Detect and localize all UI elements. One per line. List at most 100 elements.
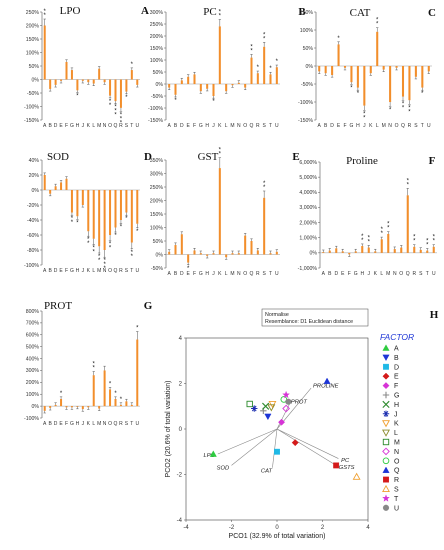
pc-bar-T <box>269 74 272 84</box>
cat-bar-J <box>363 66 366 106</box>
cat-bar-T <box>421 66 424 88</box>
proline-significance-U: * <box>433 239 436 245</box>
proline-bar-D <box>335 248 338 253</box>
proline-bar-L <box>380 239 383 253</box>
cat-x-label-O: O <box>395 123 399 129</box>
pco-x-tick-label: 4 <box>366 525 370 531</box>
pco-vector-pc <box>276 428 339 459</box>
sod-significance-M: * <box>98 258 101 264</box>
sod-x-label-H: H <box>76 268 80 274</box>
gst-bar-E <box>187 254 190 263</box>
proline-significance-H: * <box>361 234 364 240</box>
pc-bar-L <box>225 84 228 92</box>
sod-significance-M: * <box>98 254 101 260</box>
lpo-y-tick-label: 0% <box>32 77 40 83</box>
proline-y-tick-label: 3,000% <box>299 205 317 211</box>
pco-info-line: Resemblance: D1 Euclidean distance <box>265 319 353 325</box>
cat-bar-K <box>369 66 372 74</box>
lpo-x-label-F: F <box>65 123 68 129</box>
proline-bar-R <box>413 246 416 253</box>
proline-x-label-D: D <box>334 271 338 277</box>
pc-panel: -150% -100% -50% 0% 50% 100% 150% 200% 250% 300% A… <box>148 6 306 129</box>
proline-x-label-M: M <box>386 271 390 277</box>
proline-significance-Q: * <box>407 182 410 188</box>
pc-bar-H <box>206 84 209 89</box>
pco-vector-cat <box>272 428 278 468</box>
pco-point-L <box>267 404 276 412</box>
cat-panel: -150%-100%-50%0%50%100%150%A B D*E F*G*H**J… <box>298 7 436 129</box>
proline-x-label-J: J <box>368 271 371 277</box>
gst-x-label-R: R <box>256 271 260 277</box>
prot-panel-label: G <box>144 300 153 312</box>
lpo-significance-H: * <box>76 93 79 99</box>
gst-bar-H <box>206 254 209 256</box>
lpo-x-label-O: O <box>108 123 112 129</box>
prot-x-label-O: O <box>108 421 112 427</box>
proline-x-label-F: F <box>348 271 351 277</box>
gst-bar-S <box>263 197 266 255</box>
sod-x-label-N: N <box>103 268 107 274</box>
lpo-bar-K <box>87 79 90 83</box>
sod-y-tick-label: -40% <box>27 218 39 224</box>
prot-y-tick-label: 0% <box>32 404 40 410</box>
lpo-x-label-T: T <box>130 123 133 129</box>
pc-significance-T: * <box>269 66 272 72</box>
lpo-bar-N <box>103 79 106 83</box>
cat-y-tick-label: 0% <box>306 64 314 70</box>
pco-point-M <box>246 400 253 408</box>
cat-x-label-N: N <box>388 123 392 129</box>
proline-bar-N <box>393 249 396 253</box>
proline-bar-K <box>374 251 377 253</box>
proline-x-label-U: U <box>432 271 436 277</box>
prot-x-label-H: H <box>76 421 80 427</box>
proline-bar-S <box>419 249 422 253</box>
cat-y-tick-label: 150% <box>300 10 314 16</box>
lpo-significance-O: * <box>109 103 112 109</box>
pc-y-tick-label: 100% <box>150 58 164 64</box>
pco-legend-label-Q: Q <box>394 468 400 475</box>
pc-x-label-A: A <box>167 123 171 129</box>
gst-bar-D <box>180 234 183 255</box>
pco-legend-marker-H <box>382 400 390 408</box>
lpo-x-label-S: S <box>125 123 129 129</box>
pc-significance-K: * <box>219 9 222 15</box>
lpo-x-label-B: B <box>48 123 52 129</box>
lpo-significance-R: * <box>120 112 123 118</box>
pc-x-label-S: S <box>262 123 266 129</box>
cat-bar-A <box>318 66 321 72</box>
cat-bar-N <box>389 66 392 102</box>
proline-bar-F <box>348 252 351 255</box>
sod-significance-S: * <box>125 216 128 222</box>
proline-x-label-S: S <box>419 271 423 277</box>
sod-significance-N: * <box>103 266 106 272</box>
lpo-x-label-U: U <box>135 123 139 129</box>
pc-y-tick-label: 0% <box>156 82 164 88</box>
prot-x-label-K: K <box>87 421 91 427</box>
gst-x-label-H: H <box>205 271 209 277</box>
proline-y-tick-label: 5,000% <box>299 175 317 181</box>
prot-panel: -100% 0% 100% 200% 300% 400% 500% 600% 700% 800% A… <box>24 300 153 427</box>
pco-legend-label-J: J <box>394 411 398 418</box>
lpo-x-label-E: E <box>59 123 63 129</box>
lpo-x-label-K: K <box>87 123 91 129</box>
pc-bar-B <box>174 84 177 95</box>
pco-point-E <box>291 439 299 447</box>
prot-y-tick-label: 700% <box>26 321 40 327</box>
pc-x-label-G: G <box>199 123 203 129</box>
pco-legend-marker-O <box>382 457 390 465</box>
proline-bar-O <box>400 247 403 253</box>
gst-panel: -50%0%50%100%150%200%250%300%350%A B D*E F G… <box>150 148 300 277</box>
prot-bar-D <box>54 404 57 407</box>
pc-x-label-K: K <box>218 123 222 129</box>
prot-x-label-S: S <box>125 421 129 427</box>
pco-legend-marker-R <box>383 476 389 483</box>
prot-x-label-Q: Q <box>114 421 118 427</box>
pc-panel-label: B <box>298 6 306 18</box>
pco-point-J <box>251 405 258 412</box>
prot-bar-H <box>76 406 79 407</box>
gst-bar-B <box>174 245 177 255</box>
sod-y-tick-label: -20% <box>27 203 39 209</box>
lpo-bar-R <box>119 79 122 108</box>
